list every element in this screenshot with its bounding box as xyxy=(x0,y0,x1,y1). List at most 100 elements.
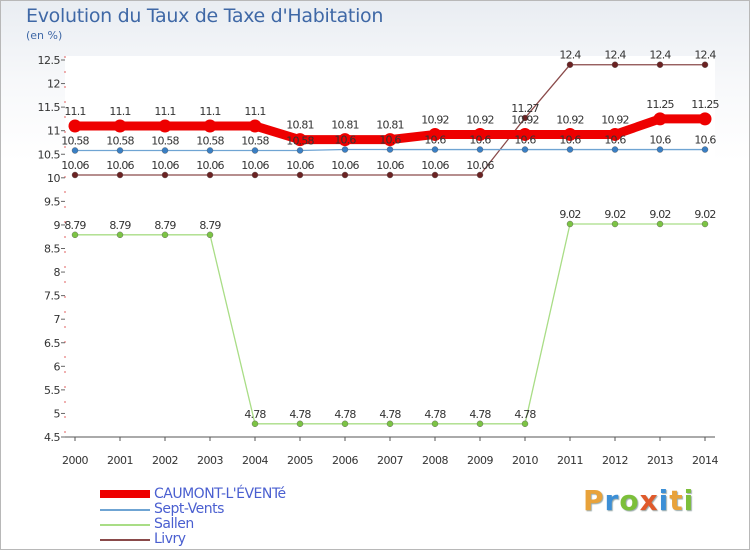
data-label-caumont-l-vent: 10.92 xyxy=(601,113,629,126)
legend-item-sallen: Sallen xyxy=(100,516,360,532)
chart-unit: (en %) xyxy=(26,29,63,42)
plot-area xyxy=(65,56,715,437)
data-label-livry: 12.4 xyxy=(604,49,626,62)
data-label-sallen: 4.78 xyxy=(469,408,491,421)
x-tick-label: 2000 xyxy=(62,454,88,467)
data-point-livry xyxy=(341,171,349,179)
chart-title: Evolution du Taux de Taxe d'Habitation xyxy=(26,5,384,27)
y-tick-label: 7 xyxy=(54,313,61,326)
y-tick-label: 8.5 xyxy=(44,243,60,256)
data-point-sallen xyxy=(611,220,619,228)
legend-item-livry: Livry xyxy=(100,531,360,547)
data-label-sallen: 9.02 xyxy=(559,208,580,221)
data-label-caumont-l-vent: 11.1 xyxy=(199,105,220,118)
data-label-caumont-l-vent: 10.92 xyxy=(466,113,494,126)
data-label-livry: 10.06 xyxy=(421,159,449,172)
y-tick-label: 6.5 xyxy=(44,337,60,350)
brand-letter: P xyxy=(583,484,605,517)
data-point-sept-vents xyxy=(341,146,349,153)
data-point-sallen xyxy=(701,220,709,228)
data-label-sallen: 9.02 xyxy=(649,208,670,221)
data-label-livry: 12.4 xyxy=(694,49,716,62)
data-point-sallen xyxy=(206,231,214,239)
legend-swatch xyxy=(100,509,150,511)
y-tick-label: 7.5 xyxy=(44,290,60,303)
data-label-caumont-l-vent: 10.81 xyxy=(286,119,314,132)
data-label-livry: 10.06 xyxy=(61,159,89,172)
data-label-sallen: 4.78 xyxy=(289,408,311,421)
data-label-sallen: 4.78 xyxy=(334,408,356,421)
data-point-sept-vents xyxy=(296,147,304,154)
y-tick-label: 5 xyxy=(54,407,61,420)
data-label-caumont-l-vent: 11.1 xyxy=(64,105,85,118)
x-tick-label: 2003 xyxy=(197,454,223,467)
data-point-caumont-l-vent xyxy=(338,133,352,147)
y-tick-label: 12 xyxy=(47,78,60,91)
data-label-livry: 10.06 xyxy=(241,159,269,172)
x-tick-label: 2002 xyxy=(152,454,178,467)
data-label-caumont-l-vent: 11.25 xyxy=(646,98,674,111)
data-label-caumont-l-vent: 10.81 xyxy=(376,119,404,132)
brand-letter: x xyxy=(639,484,659,517)
data-point-caumont-l-vent xyxy=(698,112,712,126)
data-label-caumont-l-vent: 10.92 xyxy=(556,113,584,126)
data-label-sallen: 4.78 xyxy=(379,408,401,421)
data-label-sallen: 9.02 xyxy=(604,208,625,221)
data-point-livry xyxy=(611,61,619,68)
y-tick-label: 4.5 xyxy=(44,431,60,444)
data-point-livry xyxy=(701,61,709,68)
brand-letter: o xyxy=(619,484,640,517)
data-point-sept-vents xyxy=(206,147,214,154)
data-point-caumont-l-vent xyxy=(248,119,262,133)
legend-item-caumont-l-vent: CAUMONT-L'ÉVENTé xyxy=(100,486,360,502)
data-point-sept-vents xyxy=(521,146,529,153)
data-point-caumont-l-vent xyxy=(653,112,667,126)
brand-logo: Proxiti xyxy=(583,484,694,517)
data-point-livry xyxy=(386,171,394,179)
data-label-sallen: 8.79 xyxy=(109,219,131,232)
data-label-sallen: 9.02 xyxy=(694,208,715,221)
data-point-sallen xyxy=(476,420,484,428)
data-point-livry xyxy=(206,171,214,179)
data-label-sept-vents: 10.6 xyxy=(514,134,536,147)
x-tick-label: 2001 xyxy=(107,454,133,467)
data-label-sept-vents: 10.6 xyxy=(649,134,671,147)
data-point-caumont-l-vent xyxy=(608,127,622,141)
data-label-sallen: 8.79 xyxy=(64,219,86,232)
data-label-sept-vents: 10.6 xyxy=(559,134,581,147)
legend-swatch xyxy=(100,539,150,541)
y-tick-label: 12.5 xyxy=(38,54,61,67)
data-point-sallen xyxy=(296,420,304,428)
data-label-sept-vents: 10.6 xyxy=(694,134,716,147)
data-label-sept-vents: 10.58 xyxy=(106,134,134,147)
data-label-caumont-l-vent: 10.92 xyxy=(511,113,539,126)
legend-label: Livry xyxy=(154,531,186,547)
data-label-livry: 11.27 xyxy=(511,102,539,115)
data-point-sallen xyxy=(431,420,439,428)
data-label-sallen: 4.78 xyxy=(244,408,266,421)
x-tick-label: 2013 xyxy=(647,454,673,467)
data-point-sallen xyxy=(116,231,124,239)
y-tick-label: 11 xyxy=(47,125,60,138)
data-label-livry: 12.4 xyxy=(649,49,671,62)
data-label-livry: 10.06 xyxy=(106,159,134,172)
data-point-caumont-l-vent xyxy=(563,127,577,141)
legend: CAUMONT-L'ÉVENTé Sept-Vents Sallen Livry xyxy=(100,486,360,547)
brand-letter: i xyxy=(683,484,695,517)
y-tick-label: 9 xyxy=(54,219,61,232)
data-label-caumont-l-vent: 10.81 xyxy=(331,119,359,132)
x-tick-label: 2005 xyxy=(287,454,313,467)
data-label-sept-vents: 10.6 xyxy=(424,134,446,147)
data-label-caumont-l-vent: 11.1 xyxy=(244,105,265,118)
data-point-caumont-l-vent xyxy=(68,119,82,133)
data-point-caumont-l-vent xyxy=(203,119,217,133)
y-tick-label: 8 xyxy=(54,266,61,279)
data-label-sallen: 8.79 xyxy=(199,219,221,232)
data-point-sallen xyxy=(566,220,574,228)
x-tick-label: 2012 xyxy=(602,454,628,467)
data-point-sept-vents xyxy=(476,146,484,153)
x-tick-label: 2006 xyxy=(332,454,358,467)
data-point-sept-vents xyxy=(251,147,259,154)
data-point-sallen xyxy=(656,220,664,228)
data-label-sallen: 8.79 xyxy=(154,219,176,232)
